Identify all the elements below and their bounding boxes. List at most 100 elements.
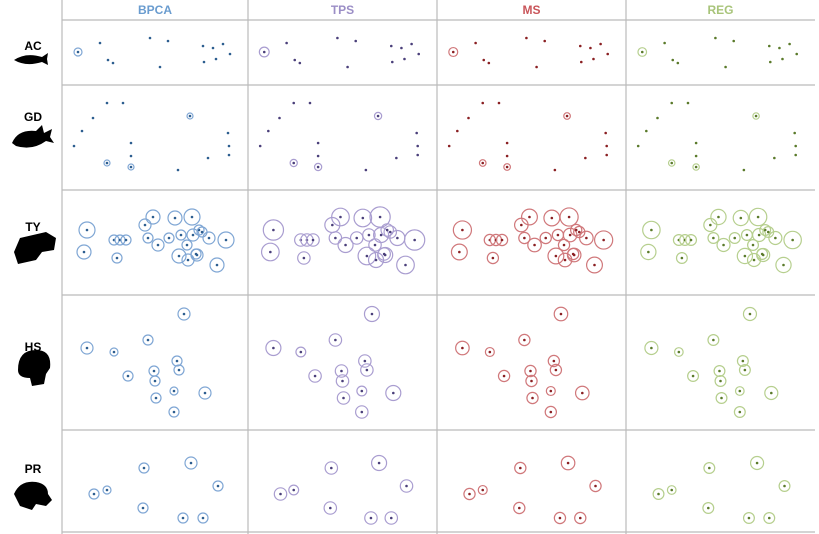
landmark <box>329 507 332 510</box>
landmark <box>392 392 395 395</box>
landmark <box>334 237 337 240</box>
row-header: AC <box>24 39 42 53</box>
landmark <box>157 244 160 247</box>
landmark <box>93 493 96 496</box>
landmark <box>86 229 89 232</box>
landmark <box>339 216 342 219</box>
landmark <box>228 145 231 148</box>
landmark <box>176 360 179 363</box>
landmark <box>474 42 477 45</box>
row-header: TY <box>25 220 40 234</box>
landmark <box>501 239 504 242</box>
landmark <box>781 58 784 61</box>
landmark <box>212 47 215 50</box>
landmark <box>528 216 531 219</box>
landmark <box>788 43 791 46</box>
landmark <box>259 145 262 148</box>
landmark <box>506 155 509 158</box>
landmark <box>748 517 751 520</box>
landmark <box>695 155 698 158</box>
landmark <box>263 51 266 54</box>
landmark <box>498 102 501 105</box>
landmark <box>159 66 162 69</box>
landmark <box>733 237 736 240</box>
landmark <box>650 347 653 350</box>
landmark <box>467 117 470 120</box>
landmark <box>292 162 295 165</box>
landmark <box>202 45 205 48</box>
landmark <box>566 115 569 118</box>
landmark <box>334 339 337 342</box>
landmark <box>770 392 773 395</box>
landmark <box>767 231 770 234</box>
landmark <box>782 264 785 267</box>
landmark <box>681 257 684 260</box>
landmark <box>309 102 312 105</box>
landmark <box>645 130 648 133</box>
landmark <box>317 142 320 145</box>
landmark <box>578 231 581 234</box>
landmark <box>178 255 181 258</box>
landmark <box>143 467 146 470</box>
landmark <box>503 375 506 378</box>
landmark <box>533 244 536 247</box>
landmark <box>400 47 403 50</box>
landmark <box>523 237 526 240</box>
landmark <box>299 62 302 65</box>
landmark <box>560 313 563 316</box>
landmark <box>756 462 759 465</box>
landmark <box>530 380 533 383</box>
landmark <box>606 53 609 56</box>
landmark <box>81 130 84 133</box>
landmark <box>677 62 680 65</box>
landmark <box>293 59 296 62</box>
landmark <box>488 62 491 65</box>
landmark <box>77 51 80 54</box>
landmark <box>670 162 673 165</box>
landmark <box>217 485 220 488</box>
landmark <box>225 239 228 242</box>
landmark <box>177 169 180 172</box>
landmark <box>564 259 567 262</box>
skull-trex-icon <box>14 232 56 264</box>
landmark <box>410 43 413 46</box>
landmark <box>374 244 377 247</box>
landmark <box>417 53 420 56</box>
landmark <box>719 380 722 383</box>
landmark <box>768 517 771 520</box>
landmark <box>278 117 281 120</box>
landmark <box>364 360 367 363</box>
landmark <box>377 115 380 118</box>
landmark <box>794 145 797 148</box>
landmark <box>396 237 399 240</box>
landmark <box>774 237 777 240</box>
landmark <box>599 43 602 46</box>
landmark <box>791 239 794 242</box>
landmark <box>415 132 418 135</box>
landmark <box>341 380 344 383</box>
landmark <box>592 58 595 61</box>
landmark <box>331 224 334 227</box>
landmark <box>300 351 303 354</box>
cichlid-icon <box>12 125 54 148</box>
landmark <box>555 369 558 372</box>
landmark <box>390 45 393 48</box>
landmark <box>183 313 186 316</box>
landmark <box>519 467 522 470</box>
landmark <box>366 255 369 258</box>
landmark <box>125 239 128 242</box>
landmark <box>650 229 653 232</box>
landmark <box>215 58 218 61</box>
landmark <box>553 360 556 363</box>
landmark <box>83 251 86 254</box>
landmark <box>317 155 320 158</box>
landmark <box>605 145 608 148</box>
landmark <box>174 217 177 220</box>
landmark <box>692 375 695 378</box>
landmark <box>362 217 365 220</box>
landmark <box>292 102 295 105</box>
row-header: GD <box>24 110 42 124</box>
landmark <box>378 462 381 465</box>
landmark <box>687 102 690 105</box>
landmark <box>783 485 786 488</box>
